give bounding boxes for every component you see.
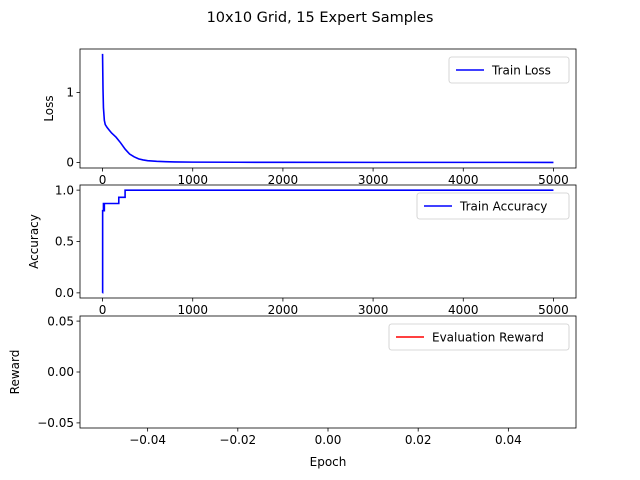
legend-3: Evaluation Reward <box>388 323 570 351</box>
y-axis-label: Loss <box>42 95 56 121</box>
y-axis-label: Accuracy <box>27 214 41 269</box>
legend-box <box>448 56 570 84</box>
legend-label: Train Loss <box>491 63 551 77</box>
x-tick-label: 0.00 <box>315 433 342 447</box>
y-tick-label: 0.5 <box>55 235 74 249</box>
x-tick-label: 1000 <box>177 303 208 317</box>
legend-2: Train Accuracy <box>416 192 570 220</box>
x-tick-label: 5000 <box>538 303 569 317</box>
x-tick-label: 2000 <box>268 303 299 317</box>
x-tick-label: 1000 <box>177 173 208 187</box>
x-tick-label: −0.04 <box>129 433 166 447</box>
axes-frame-1 <box>79 48 577 169</box>
figure-title: 10x10 Grid, 15 Expert Samples <box>207 10 434 26</box>
y-tick-label: 1 <box>66 86 74 100</box>
y-tick-label: 0.0 <box>55 286 74 300</box>
x-axis-label: Epoch <box>310 455 347 469</box>
x-tick-label: 5000 <box>538 173 569 187</box>
subplot-2: 0 1000 2000 3000 4000 5000 0.0 0.5 1.0 Accuracy Tr… <box>27 183 577 317</box>
subplot-1: 0 1000 2000 3000 4000 5000 0 1 Loss Train Loss <box>42 48 577 187</box>
legend-1: Train Loss <box>448 56 570 84</box>
y-tick-label: 0.05 <box>47 314 74 328</box>
subplot-3: −0.04 −0.02 0.00 0.02 0.04 −0.05 0.00 0.05 Rewar… <box>8 314 577 469</box>
x-tick-label: 3000 <box>358 173 389 187</box>
series-line-2-1 <box>101 189 554 294</box>
y-tick-label: 1.0 <box>55 183 74 197</box>
y-tick-label: 0.00 <box>47 365 74 379</box>
series-line-1-1 <box>101 53 554 164</box>
legend-box <box>416 192 570 220</box>
x-tick-label: −0.02 <box>219 433 256 447</box>
x-tick-label: 0.04 <box>495 433 522 447</box>
x-tick-label: 3000 <box>358 303 389 317</box>
x-tick-label: 4000 <box>448 173 479 187</box>
legend-label: Evaluation Reward <box>432 330 544 344</box>
x-tick-label: 2000 <box>268 173 299 187</box>
legend-box <box>388 323 570 351</box>
y-tick-label: 0 <box>66 156 74 170</box>
x-tick-label: 0.02 <box>405 433 432 447</box>
subplots: 0 1000 2000 3000 4000 5000 0 1 Loss Train Loss 0 10… <box>8 48 577 469</box>
y-axis-label: Reward <box>8 350 22 395</box>
x-tick-label: 0 <box>99 173 107 187</box>
legend-label: Train Accuracy <box>459 199 547 213</box>
x-tick-label: 4000 <box>448 303 479 317</box>
y-tick-label: −0.05 <box>37 416 74 430</box>
x-tick-label: 0 <box>99 303 107 317</box>
